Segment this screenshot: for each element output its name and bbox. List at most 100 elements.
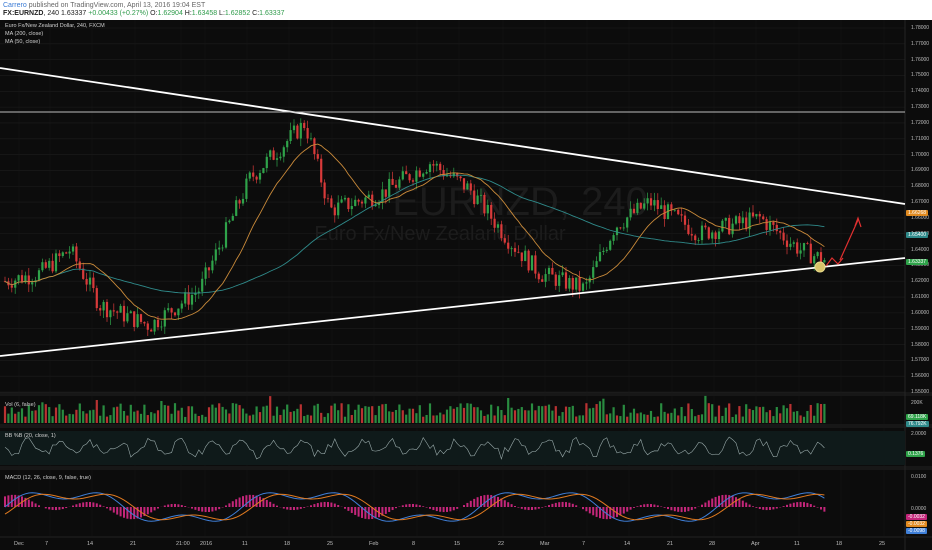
volume-bar bbox=[156, 410, 160, 423]
price-tick: 1.62000 bbox=[911, 278, 930, 285]
macd-hist-bar bbox=[565, 502, 567, 507]
macd-hist-bar bbox=[823, 507, 826, 512]
candle-body bbox=[71, 246, 75, 252]
candle-body bbox=[265, 156, 268, 169]
candle-body bbox=[762, 216, 765, 220]
macd-hist-bar bbox=[639, 505, 642, 507]
candle-body bbox=[377, 202, 381, 205]
volume-bar bbox=[643, 414, 646, 423]
candle-body bbox=[622, 227, 625, 229]
candle-body bbox=[598, 252, 602, 262]
candle-body bbox=[802, 243, 806, 251]
price-tick: 1.59000 bbox=[911, 325, 930, 332]
volume-bar bbox=[238, 405, 241, 423]
macd-hist-bar bbox=[85, 501, 88, 507]
volume-bar bbox=[24, 416, 27, 423]
ma200-label[interactable]: MA (200, close) bbox=[5, 31, 44, 37]
macd-hist-bar bbox=[442, 507, 445, 513]
macd-hist-bar bbox=[537, 507, 540, 509]
candle-body bbox=[190, 294, 194, 305]
lower-trendline[interactable] bbox=[0, 257, 906, 357]
ma50-label[interactable]: MA (50, close) bbox=[5, 39, 41, 45]
candle-body bbox=[102, 301, 105, 311]
candle-body bbox=[201, 278, 204, 292]
author-link[interactable]: Carrero bbox=[3, 2, 27, 9]
macd-label[interactable]: MACD (12, 26, close, 9, false, true) bbox=[5, 475, 91, 481]
candle-body bbox=[24, 275, 27, 283]
touch-point-marker[interactable] bbox=[814, 261, 826, 273]
volume-bar bbox=[670, 412, 673, 423]
macd-hist-bar bbox=[327, 502, 329, 507]
chart-area[interactable]: EURNZD, 240 Euro Fx/New Zealand Dollar E… bbox=[0, 20, 932, 550]
volume-bar bbox=[282, 409, 285, 423]
time-tick: 21 bbox=[667, 541, 674, 547]
upper-trendline[interactable] bbox=[0, 67, 906, 205]
macd-hist-bar bbox=[711, 498, 714, 507]
macd-hist-bar bbox=[731, 495, 734, 507]
candle-body bbox=[575, 277, 578, 290]
volume-bar bbox=[466, 403, 469, 423]
volume-bar bbox=[384, 403, 387, 423]
macd-hist-bar bbox=[78, 503, 81, 507]
volume-bar bbox=[619, 416, 622, 423]
candle-body bbox=[513, 248, 517, 252]
bb-label[interactable]: BB %B (20, close, 1) bbox=[5, 433, 56, 439]
macd-hist-bar bbox=[89, 501, 91, 507]
candle-body bbox=[711, 232, 714, 239]
macd-hist-bar bbox=[493, 495, 496, 507]
macd-hist-bar bbox=[27, 499, 30, 507]
volume-bar bbox=[14, 413, 17, 423]
macd-hist-bar bbox=[704, 502, 707, 507]
candle-body bbox=[95, 288, 98, 309]
volume-bar bbox=[330, 405, 333, 423]
macd-hist-bar bbox=[483, 495, 486, 507]
chart-canvas[interactable]: EURNZD, 240 Euro Fx/New Zealand Dollar bbox=[0, 20, 932, 550]
candle-body bbox=[592, 267, 595, 278]
candle-body bbox=[309, 138, 313, 140]
candle-body bbox=[738, 216, 741, 224]
time-tick: 11 bbox=[794, 541, 800, 547]
candle-body bbox=[537, 273, 540, 280]
candle-body bbox=[517, 251, 520, 253]
time-tick: Feb bbox=[369, 541, 379, 547]
macd-hist-bar bbox=[184, 506, 187, 507]
projection-arrow[interactable] bbox=[839, 219, 859, 261]
volume-bar bbox=[796, 411, 799, 423]
candle-body bbox=[544, 274, 547, 282]
candle-body bbox=[615, 227, 619, 236]
volume-bar bbox=[71, 414, 75, 423]
macd-hist-bar bbox=[350, 507, 353, 513]
candle-body bbox=[167, 308, 170, 311]
macd-hist-bar bbox=[752, 506, 754, 507]
candle-body bbox=[109, 310, 112, 318]
macd-hist-bar bbox=[517, 507, 520, 508]
volume-bar bbox=[58, 404, 61, 423]
volume-bar bbox=[707, 403, 710, 423]
candle-body bbox=[561, 272, 564, 276]
macd-hist-bar bbox=[452, 507, 455, 511]
macd-hist-bar bbox=[34, 503, 37, 507]
volume-bar bbox=[68, 413, 71, 423]
volume-bar bbox=[360, 408, 364, 423]
candle-body bbox=[343, 197, 347, 200]
macd-hist-bar bbox=[609, 507, 612, 519]
time-tick: 2016 bbox=[200, 541, 213, 547]
volume-bar bbox=[510, 407, 513, 423]
volume-bar bbox=[728, 403, 731, 423]
price-tick: 1.64000 bbox=[911, 246, 930, 253]
macd-hist-bar bbox=[65, 507, 68, 509]
candle-body bbox=[20, 275, 24, 283]
time-tick: 25 bbox=[327, 541, 334, 547]
candle-body bbox=[231, 215, 234, 221]
volume-bar bbox=[275, 406, 279, 423]
volume-bar bbox=[524, 410, 527, 423]
macd-hist-bar bbox=[507, 502, 510, 507]
candle-body bbox=[214, 249, 217, 261]
volume-label[interactable]: Vol (6, false) bbox=[5, 402, 36, 408]
macd-hist-bar bbox=[544, 506, 547, 507]
price-tick: 1.69000 bbox=[911, 167, 930, 174]
candle-body bbox=[700, 225, 704, 241]
candle-body bbox=[44, 262, 47, 268]
candle-body bbox=[337, 202, 340, 216]
projection-path[interactable] bbox=[825, 257, 844, 267]
